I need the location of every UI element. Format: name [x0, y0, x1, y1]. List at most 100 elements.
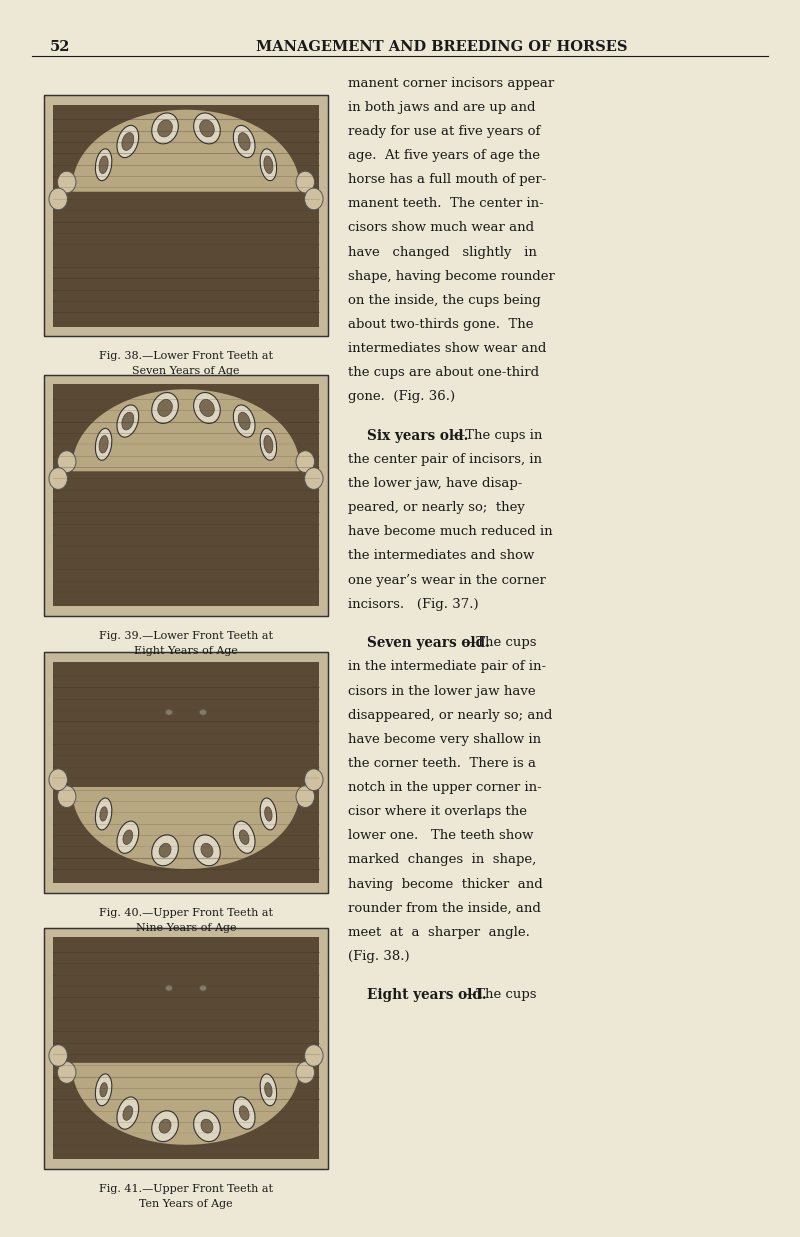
Ellipse shape	[49, 188, 67, 210]
Ellipse shape	[200, 120, 214, 137]
Ellipse shape	[49, 769, 67, 790]
Text: cisor where it overlaps the: cisor where it overlaps the	[348, 805, 527, 818]
Ellipse shape	[99, 156, 108, 173]
Text: (Fig. 38.): (Fig. 38.)	[348, 950, 410, 962]
Ellipse shape	[117, 404, 138, 437]
Text: meet  at  a  sharper  angle.: meet at a sharper angle.	[348, 925, 530, 939]
Text: in the intermediate pair of in-: in the intermediate pair of in-	[348, 661, 546, 673]
Ellipse shape	[58, 785, 76, 808]
Ellipse shape	[123, 1106, 133, 1121]
Text: Seven years old.: Seven years old.	[348, 636, 490, 651]
Ellipse shape	[199, 709, 206, 715]
Text: 52: 52	[50, 40, 70, 53]
Ellipse shape	[122, 412, 134, 430]
Ellipse shape	[201, 1119, 213, 1133]
Ellipse shape	[194, 1111, 220, 1142]
Text: disappeared, or nearly so; and: disappeared, or nearly so; and	[348, 709, 552, 721]
Ellipse shape	[296, 171, 314, 193]
Text: the intermediates and show: the intermediates and show	[348, 549, 534, 563]
Polygon shape	[72, 1063, 299, 1144]
Text: age.  At five years of age the: age. At five years of age the	[348, 148, 540, 162]
Text: the cups are about one-third: the cups are about one-third	[348, 366, 539, 380]
Text: lower one.   The teeth show: lower one. The teeth show	[348, 829, 534, 842]
Text: Seven Years of Age: Seven Years of Age	[132, 366, 240, 376]
Ellipse shape	[58, 1061, 76, 1084]
Ellipse shape	[194, 113, 220, 143]
Ellipse shape	[194, 392, 220, 423]
Text: have   changed   slightly   in: have changed slightly in	[348, 245, 537, 259]
Text: about two-thirds gone.  The: about two-thirds gone. The	[348, 318, 534, 332]
FancyBboxPatch shape	[53, 105, 319, 327]
Ellipse shape	[166, 985, 173, 991]
Text: the corner teeth.  There is a: the corner teeth. There is a	[348, 757, 536, 769]
Text: shape, having become rounder: shape, having become rounder	[348, 270, 555, 283]
Text: peared, or nearly so;  they: peared, or nearly so; they	[348, 501, 525, 515]
Ellipse shape	[158, 120, 172, 137]
Polygon shape	[72, 110, 299, 192]
Ellipse shape	[95, 148, 112, 181]
Text: on the inside, the cups being: on the inside, the cups being	[348, 293, 541, 307]
Ellipse shape	[238, 412, 250, 430]
FancyBboxPatch shape	[44, 652, 328, 893]
Text: MANAGEMENT AND BREEDING OF HORSES: MANAGEMENT AND BREEDING OF HORSES	[256, 40, 627, 53]
Ellipse shape	[234, 821, 255, 854]
Ellipse shape	[99, 435, 108, 453]
Ellipse shape	[159, 844, 171, 857]
Ellipse shape	[123, 830, 133, 845]
Text: rounder from the inside, and: rounder from the inside, and	[348, 902, 541, 914]
Ellipse shape	[296, 1061, 314, 1084]
Ellipse shape	[122, 132, 134, 151]
Text: the center pair of incisors, in: the center pair of incisors, in	[348, 453, 542, 466]
Text: ready for use at five years of: ready for use at five years of	[348, 125, 540, 139]
Ellipse shape	[239, 1106, 249, 1121]
FancyBboxPatch shape	[44, 928, 328, 1169]
Ellipse shape	[95, 798, 112, 830]
Ellipse shape	[117, 125, 138, 157]
Ellipse shape	[49, 468, 67, 490]
Ellipse shape	[260, 1074, 277, 1106]
Ellipse shape	[264, 435, 273, 453]
Ellipse shape	[234, 404, 255, 437]
FancyBboxPatch shape	[44, 375, 328, 616]
Ellipse shape	[100, 807, 107, 821]
Text: in both jaws and are up and: in both jaws and are up and	[348, 101, 535, 114]
Ellipse shape	[95, 1074, 112, 1106]
Text: manent corner incisors appear: manent corner incisors appear	[348, 77, 554, 90]
Ellipse shape	[201, 844, 213, 857]
Ellipse shape	[200, 400, 214, 417]
Text: Fig. 41.—Upper Front Teeth at: Fig. 41.—Upper Front Teeth at	[99, 1184, 273, 1194]
Ellipse shape	[158, 400, 172, 417]
Text: having  become  thicker  and: having become thicker and	[348, 877, 542, 891]
Ellipse shape	[239, 830, 249, 845]
Ellipse shape	[260, 148, 277, 181]
Ellipse shape	[49, 1045, 67, 1066]
FancyBboxPatch shape	[44, 95, 328, 336]
Text: manent teeth.  The center in-: manent teeth. The center in-	[348, 197, 544, 210]
Text: marked  changes  in  shape,: marked changes in shape,	[348, 854, 536, 866]
Text: the lower jaw, have disap-: the lower jaw, have disap-	[348, 477, 522, 490]
Text: Six years old.: Six years old.	[348, 429, 468, 443]
Ellipse shape	[260, 428, 277, 460]
Ellipse shape	[305, 769, 323, 790]
Polygon shape	[72, 390, 299, 471]
Ellipse shape	[305, 468, 323, 490]
Ellipse shape	[58, 450, 76, 473]
Ellipse shape	[234, 1097, 255, 1129]
Ellipse shape	[199, 985, 206, 991]
Ellipse shape	[100, 1082, 107, 1097]
Text: Ten Years of Age: Ten Years of Age	[139, 1199, 233, 1209]
Text: cisors in the lower jaw have: cisors in the lower jaw have	[348, 684, 536, 698]
Ellipse shape	[305, 1045, 323, 1066]
Ellipse shape	[152, 1111, 178, 1142]
Ellipse shape	[95, 428, 112, 460]
Text: Fig. 38.—Lower Front Teeth at: Fig. 38.—Lower Front Teeth at	[99, 351, 273, 361]
Text: have become much reduced in: have become much reduced in	[348, 526, 553, 538]
Text: one year’s wear in the corner: one year’s wear in the corner	[348, 574, 546, 586]
Ellipse shape	[194, 835, 220, 866]
FancyBboxPatch shape	[53, 938, 319, 1159]
Text: Eight Years of Age: Eight Years of Age	[134, 646, 238, 656]
Ellipse shape	[296, 785, 314, 808]
Text: Eight years old.: Eight years old.	[348, 988, 486, 1002]
Ellipse shape	[152, 113, 178, 143]
Text: have become very shallow in: have become very shallow in	[348, 732, 541, 746]
